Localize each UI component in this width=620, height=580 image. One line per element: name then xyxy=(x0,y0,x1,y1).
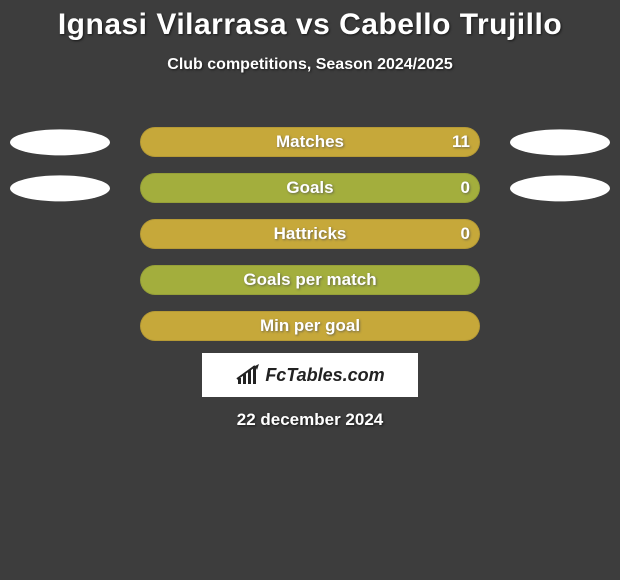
stat-bar: Matches 11 xyxy=(140,127,480,157)
right-value-ellipse xyxy=(510,129,610,155)
stat-bar: Goals per match xyxy=(140,265,480,295)
page-subtitle: Club competitions, Season 2024/2025 xyxy=(0,56,620,74)
stat-row: Hattricks 0 xyxy=(0,214,620,260)
stat-bar: Goals 0 xyxy=(140,173,480,203)
logo-text: FcTables.com xyxy=(265,365,384,386)
left-value-ellipse xyxy=(10,129,110,155)
stat-label: Min per goal xyxy=(260,316,360,336)
stat-value: 11 xyxy=(452,132,470,152)
stat-label: Goals xyxy=(286,178,333,198)
stats-area: Matches 11 Goals 0 Hattricks 0 Goals per match… xyxy=(0,122,620,352)
bar-chart-icon xyxy=(235,364,261,386)
page-title: Ignasi Vilarrasa vs Cabello Trujillo xyxy=(0,0,620,42)
comparison-infographic: Ignasi Vilarrasa vs Cabello Trujillo Clu… xyxy=(0,0,620,580)
stat-bar: Min per goal xyxy=(140,311,480,341)
stat-value: 0 xyxy=(461,178,470,198)
stat-row: Matches 11 xyxy=(0,122,620,168)
right-value-ellipse xyxy=(510,175,610,201)
stat-bar: Hattricks 0 xyxy=(140,219,480,249)
stat-value: 0 xyxy=(461,224,470,244)
stat-label: Hattricks xyxy=(274,224,347,244)
stat-row: Goals per match xyxy=(0,260,620,306)
date-text: 22 december 2024 xyxy=(0,410,620,430)
left-value-ellipse xyxy=(10,175,110,201)
stat-label: Goals per match xyxy=(243,270,376,290)
stat-row: Min per goal xyxy=(0,306,620,352)
stat-row: Goals 0 xyxy=(0,168,620,214)
logo-box: FcTables.com xyxy=(202,353,418,397)
stat-label: Matches xyxy=(276,132,344,152)
